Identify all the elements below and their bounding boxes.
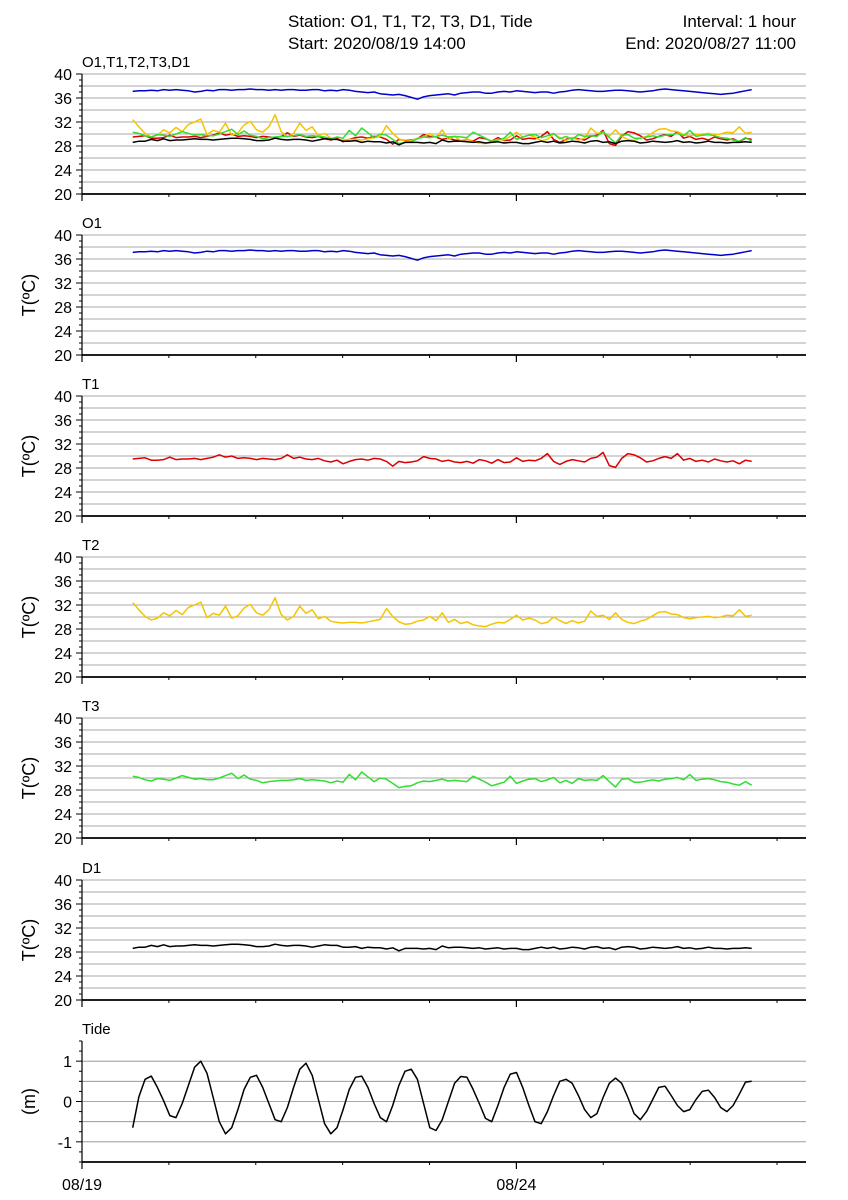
y-tick-label: 20 (54, 831, 72, 848)
series-line-d1 (132, 943, 752, 952)
y-tick-label: 28 (54, 139, 72, 156)
y-tick-label: 40 (54, 711, 72, 728)
y-tick-label: 20 (54, 993, 72, 1010)
y-tick-label: 20 (54, 509, 72, 526)
panel-title: O1,T1,T2,T3,D1 (82, 54, 190, 71)
header-start: Start: 2020/08/19 14:00 (288, 34, 466, 53)
y-tick-label: 24 (54, 969, 72, 986)
y-tick-label: 20 (54, 670, 72, 687)
y-tick-label: 36 (54, 91, 72, 108)
y-tick-label: 40 (54, 67, 72, 84)
y-tick-label: 28 (54, 945, 72, 962)
series-line-t1 (132, 451, 752, 469)
y-axis-label: T(ºC) (19, 919, 39, 962)
y-tick-label: -1 (58, 1135, 72, 1152)
y-tick-label: 24 (54, 646, 72, 663)
y-axis-label: T(ºC) (19, 596, 39, 639)
y-tick-label: 0 (63, 1095, 72, 1112)
y-tick-label: 36 (54, 735, 72, 752)
y-tick-label: 40 (54, 228, 72, 245)
series-line-t1 (132, 129, 752, 147)
y-tick-label: 28 (54, 622, 72, 639)
series-line-o1 (132, 88, 752, 100)
y-tick-label: 36 (54, 897, 72, 914)
y-tick-label: 1 (63, 1054, 72, 1071)
y-tick-label: 20 (54, 348, 72, 365)
y-tick-label: 36 (54, 574, 72, 591)
y-tick-label: 40 (54, 389, 72, 406)
y-tick-label: 24 (54, 807, 72, 824)
y-axis-label: T(ºC) (19, 435, 39, 478)
y-tick-label: 28 (54, 461, 72, 478)
y-tick-label: 24 (54, 324, 72, 341)
series-line-t3 (132, 771, 753, 789)
y-axis-label: (m) (19, 1088, 39, 1115)
x-tick-label: 08/24 (496, 1177, 536, 1194)
panel-title: T2 (82, 537, 100, 554)
y-tick-label: 32 (54, 759, 72, 776)
y-tick-label: 32 (54, 437, 72, 454)
series-line-o1 (132, 249, 752, 261)
y-tick-label: 32 (54, 276, 72, 293)
series-line-d1 (132, 137, 752, 146)
y-tick-label: 40 (54, 550, 72, 567)
y-axis-label: T(ºC) (19, 757, 39, 800)
panel-title: O1 (82, 215, 102, 232)
y-tick-label: 32 (54, 115, 72, 132)
y-tick-label: 32 (54, 921, 72, 938)
y-tick-label: 24 (54, 163, 72, 180)
series-line-t2 (132, 597, 752, 628)
panel-title: D1 (82, 860, 101, 877)
y-tick-label: 28 (54, 300, 72, 317)
y-tick-label: 24 (54, 485, 72, 502)
series-line-tide (131, 1060, 752, 1135)
x-tick-label: 08/19 (62, 1177, 102, 1194)
series-line-t3 (132, 127, 753, 145)
y-tick-label: 32 (54, 598, 72, 615)
header-end: End: 2020/08/27 11:00 (625, 34, 796, 53)
y-tick-label: 40 (54, 873, 72, 890)
header-station: Station: O1, T1, T2, T3, D1, Tide (288, 12, 533, 31)
header-interval: Interval: 1 hour (682, 12, 796, 31)
y-tick-label: 28 (54, 783, 72, 800)
panel-title: T3 (82, 698, 100, 715)
y-axis-label: T(ºC) (19, 274, 39, 317)
panel-title: Tide (82, 1021, 111, 1038)
panel-title: T1 (82, 376, 100, 393)
y-tick-label: 36 (54, 413, 72, 430)
y-tick-label: 36 (54, 252, 72, 269)
y-tick-label: 20 (54, 187, 72, 204)
